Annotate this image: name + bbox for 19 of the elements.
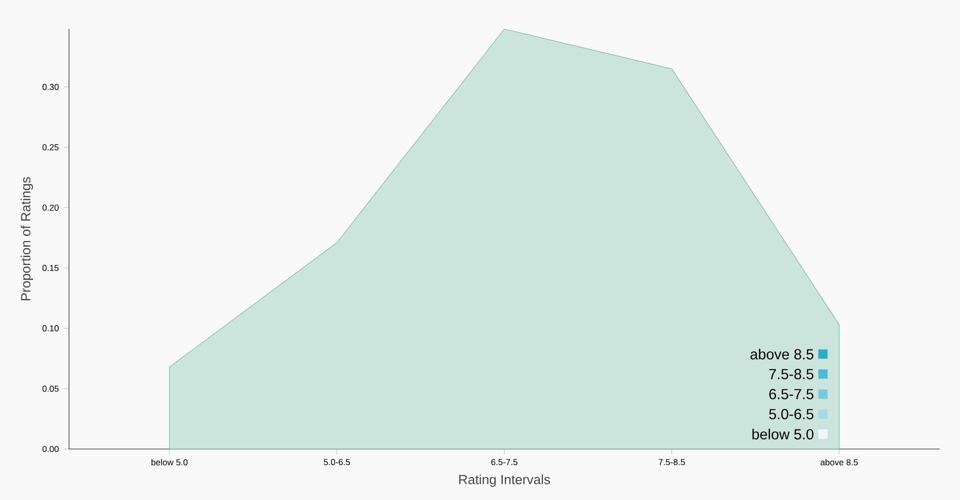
x-axis-title: Rating Intervals — [459, 474, 550, 487]
category-label: above 8.5 — [750, 348, 814, 360]
x-tick-label: above 8.5 — [820, 459, 858, 466]
category-label: 5.0-6.5 — [769, 408, 814, 420]
y-axis-title: Proportion of Ratings — [20, 177, 34, 300]
category-label: below 5.0 — [752, 428, 814, 440]
category-label: 6.5-7.5 — [769, 388, 814, 400]
x-tick-label: 5.0-6.5 — [324, 459, 350, 466]
y-tick-label: 0.25 — [42, 144, 59, 150]
y-tick-label: 0.20 — [42, 204, 59, 211]
x-tick-label: 6.5-7.5 — [491, 459, 518, 466]
y-tick-label: 0.05 — [42, 386, 59, 392]
y-tick-label: 0.00 — [42, 446, 59, 452]
x-tick-label: below 5.0 — [152, 459, 188, 466]
x-tick-label: 7.5-8.5 — [658, 459, 685, 466]
y-tick-label: 0.10 — [42, 325, 59, 332]
category-label: 7.5-8.5 — [769, 368, 814, 380]
y-tick-label: 0.30 — [42, 84, 59, 90]
y-tick-label: 0.15 — [42, 264, 59, 272]
